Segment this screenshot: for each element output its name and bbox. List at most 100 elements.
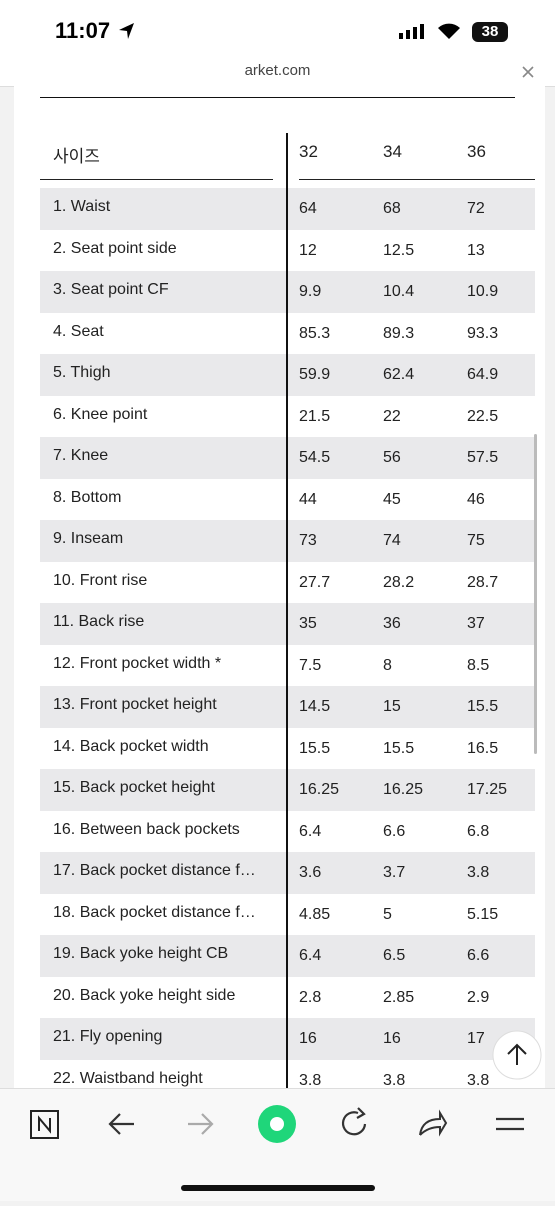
size-value: 10.4 bbox=[383, 283, 415, 300]
tabs-button[interactable] bbox=[30, 1110, 59, 1139]
size-value: 8 bbox=[383, 656, 392, 674]
size-value: 28.2 bbox=[383, 573, 415, 591]
forward-button[interactable] bbox=[188, 1113, 214, 1135]
table-row bbox=[40, 354, 535, 396]
measurement-label: 4. Seat bbox=[53, 322, 104, 340]
scrollbar bbox=[534, 434, 537, 754]
share-button[interactable] bbox=[419, 1109, 448, 1137]
size-value: 59.9 bbox=[299, 366, 331, 383]
size-value: 8.5 bbox=[467, 656, 490, 674]
size-value: 68 bbox=[383, 200, 401, 217]
size-value: 57.5 bbox=[467, 449, 499, 466]
size-value: 46 bbox=[467, 490, 485, 508]
address-bar[interactable]: arket.com bbox=[0, 58, 555, 87]
size-value: 3.8 bbox=[467, 1071, 490, 1089]
browser-toolbar bbox=[0, 1088, 555, 1201]
size-value: 2.9 bbox=[467, 988, 490, 1006]
size-value: 27.7 bbox=[299, 573, 331, 591]
size-value: 45 bbox=[383, 490, 401, 508]
size-header: 32 bbox=[299, 142, 318, 161]
size-value: 3.7 bbox=[383, 864, 406, 881]
size-value: 13 bbox=[467, 241, 485, 259]
table-row bbox=[40, 271, 535, 313]
table-row bbox=[40, 644, 535, 686]
measurement-label: 16. Between back pockets bbox=[53, 820, 240, 838]
size-value: 28.7 bbox=[467, 573, 499, 591]
table-row bbox=[40, 520, 535, 562]
table-row bbox=[40, 769, 535, 811]
reload-button[interactable] bbox=[341, 1107, 367, 1136]
size-value: 93.3 bbox=[467, 324, 499, 342]
status-bar: 11:07 38 bbox=[0, 0, 555, 60]
size-header: 34 bbox=[383, 142, 402, 161]
measurement-label: 12. Front pocket width * bbox=[53, 654, 222, 672]
location-icon bbox=[119, 23, 134, 39]
size-value: 3.8 bbox=[383, 1071, 406, 1089]
size-value: 36 bbox=[383, 615, 401, 632]
measurement-label: 7. Knee bbox=[53, 447, 109, 464]
size-value: 2.8 bbox=[299, 988, 322, 1006]
size-value: 5 bbox=[383, 905, 392, 923]
size-value: 5.15 bbox=[467, 905, 499, 923]
size-value: 4.85 bbox=[299, 905, 331, 923]
battery: 38 bbox=[472, 22, 508, 42]
menu-button[interactable] bbox=[496, 1117, 524, 1131]
table-row bbox=[40, 437, 535, 479]
table-row bbox=[40, 935, 535, 977]
size-label-header: 사이즈 bbox=[53, 147, 100, 166]
divider bbox=[40, 97, 515, 98]
size-value: 85.3 bbox=[299, 324, 331, 342]
size-value: 16.25 bbox=[383, 781, 424, 798]
back-button[interactable] bbox=[108, 1113, 134, 1135]
size-value: 22 bbox=[383, 407, 401, 425]
size-value: 16 bbox=[299, 1030, 317, 1047]
measurement-label: 14. Back pocket width bbox=[53, 737, 209, 755]
size-value: 12.5 bbox=[383, 241, 415, 259]
size-value: 54.5 bbox=[299, 449, 331, 466]
table-row bbox=[40, 478, 535, 520]
scroll-to-top-button[interactable] bbox=[491, 1029, 543, 1081]
size-header: 36 bbox=[467, 142, 486, 161]
header-underline bbox=[40, 179, 273, 180]
size-value: 74 bbox=[383, 532, 401, 549]
size-value: 44 bbox=[299, 490, 317, 508]
size-value: 15.5 bbox=[467, 698, 499, 715]
table-row bbox=[40, 810, 535, 852]
size-value: 12 bbox=[299, 241, 317, 259]
home-button[interactable] bbox=[258, 1105, 296, 1143]
size-value: 15.5 bbox=[299, 739, 331, 757]
measurement-label: 19. Back yoke height CB bbox=[53, 945, 229, 962]
wifi-icon bbox=[438, 23, 460, 39]
header-underline bbox=[299, 179, 535, 180]
size-value: 21.5 bbox=[299, 407, 331, 425]
table-row bbox=[40, 976, 535, 1018]
size-value: 3.8 bbox=[467, 864, 490, 881]
size-value: 9.9 bbox=[299, 283, 322, 300]
size-value: 6.4 bbox=[299, 947, 322, 964]
size-value: 17.25 bbox=[467, 781, 508, 798]
measurement-label: 9. Inseam bbox=[53, 530, 124, 547]
table-row bbox=[40, 686, 535, 728]
size-value: 73 bbox=[299, 532, 317, 549]
close-button[interactable] bbox=[522, 66, 534, 78]
size-value: 17 bbox=[467, 1030, 485, 1047]
measurement-label: 8. Bottom bbox=[53, 488, 122, 506]
url: arket.com bbox=[244, 62, 311, 79]
measurement-label: 22. Waistband height bbox=[53, 1069, 203, 1087]
measurement-label: 13. Front pocket height bbox=[53, 696, 217, 713]
measurement-label: 21. Fly opening bbox=[53, 1028, 163, 1045]
size-value: 15.5 bbox=[383, 739, 415, 757]
table-row bbox=[40, 1018, 535, 1060]
home-indicator bbox=[181, 1185, 375, 1191]
table-row bbox=[40, 312, 535, 354]
table-row bbox=[40, 395, 535, 437]
size-table: 1. Waist 64 68 72 2. Seat point side 12 12.5 13… bbox=[14, 86, 545, 1096]
size-value: 6.8 bbox=[467, 822, 490, 840]
measurement-label: 10. Front rise bbox=[53, 571, 148, 589]
measurement-label: 11. Back rise bbox=[53, 613, 145, 630]
size-value: 22.5 bbox=[467, 407, 499, 425]
measurement-label: 20. Back yoke height side bbox=[53, 986, 236, 1004]
size-value: 3.6 bbox=[299, 864, 322, 881]
measurement-label: 17. Back pocket distance f… bbox=[53, 862, 256, 879]
